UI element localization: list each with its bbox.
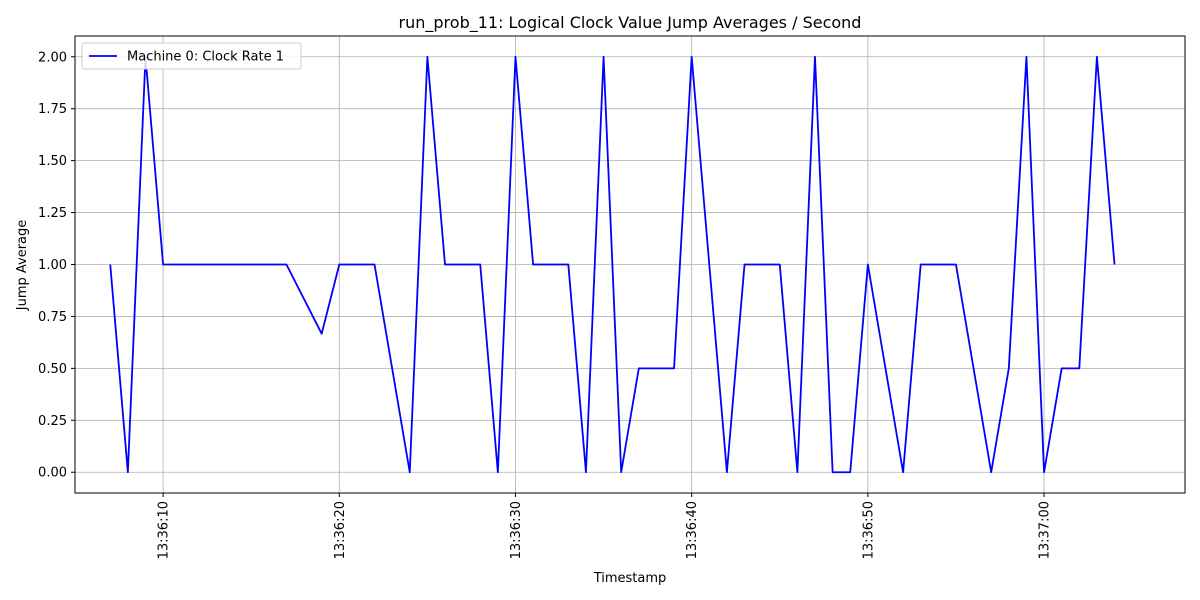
data-point: [603, 56, 605, 58]
legend-box: [81, 42, 302, 70]
data-point: [902, 471, 904, 473]
data-point: [726, 471, 728, 473]
y-tick-label: 0.50: [38, 362, 67, 377]
data-point: [215, 264, 217, 266]
data-point: [233, 264, 235, 266]
data-point: [268, 264, 270, 266]
data-point: [426, 56, 428, 58]
legend: Machine 0: Clock Rate 1: [81, 42, 302, 70]
x-tick-label: 13:37:00: [1038, 501, 1053, 559]
data-point: [585, 471, 587, 473]
legend-label: Machine 0: Clock Rate 1: [127, 50, 284, 65]
data-point: [796, 471, 798, 473]
data-point: [197, 264, 199, 266]
data-point: [567, 264, 569, 266]
data-point: [479, 264, 481, 266]
data-point: [620, 471, 622, 473]
data-point: [109, 264, 111, 266]
data-point: [638, 367, 640, 369]
data-point: [497, 471, 499, 473]
data-point: [990, 471, 992, 473]
x-tick-label: 13:36:40: [685, 501, 700, 559]
data-point: [673, 367, 675, 369]
data-point: [867, 264, 869, 266]
series-line-0: [109, 55, 1116, 474]
data-point: [744, 264, 746, 266]
data-point: [127, 471, 129, 473]
data-point: [250, 264, 252, 266]
data-point: [955, 264, 957, 266]
x-axis-label: Timestamp: [593, 571, 667, 586]
data-point: [162, 264, 164, 266]
x-tick-label: 13:36:20: [333, 501, 348, 559]
data-point: [285, 264, 287, 266]
data-point: [1096, 56, 1098, 58]
data-point: [814, 56, 816, 58]
y-axis-label: Jump Average: [15, 220, 30, 312]
data-point: [937, 264, 939, 266]
y-tick-label: 0.00: [38, 466, 67, 481]
data-point: [374, 264, 376, 266]
data-point: [356, 264, 358, 266]
y-tick-label: 1.50: [38, 154, 67, 169]
data-point: [691, 56, 693, 58]
data-point: [532, 264, 534, 266]
data-point: [920, 264, 922, 266]
data-point: [1008, 367, 1010, 369]
y-tick-label: 2.00: [38, 50, 67, 65]
y-axis: 0.00 0.25 0.50 0.75 1.00 1.25 1.50 1.75 2.00: [38, 50, 75, 481]
data-point: [832, 471, 834, 473]
data-point: [180, 264, 182, 266]
y-tick-label: 0.25: [38, 414, 67, 429]
data-point: [761, 264, 763, 266]
data-point: [514, 56, 516, 58]
y-tick-label: 1.75: [38, 102, 67, 117]
series-layer: [109, 55, 1116, 474]
data-point: [462, 264, 464, 266]
y-tick-label: 1.25: [38, 206, 67, 221]
data-point: [1078, 367, 1080, 369]
chart-title: run_prob_11: Logical Clock Value Jump Av…: [399, 13, 862, 33]
data-point: [655, 367, 657, 369]
data-point: [1061, 367, 1063, 369]
x-tick-label: 13:36:30: [509, 501, 524, 559]
x-tick-label: 13:36:50: [861, 501, 876, 559]
y-tick-label: 0.75: [38, 310, 67, 325]
data-point: [338, 264, 340, 266]
data-point: [779, 264, 781, 266]
x-tick-label: 13:36:10: [157, 501, 172, 559]
data-point: [321, 333, 323, 335]
data-point: [550, 264, 552, 266]
data-point: [849, 471, 851, 473]
y-tick-label: 1.00: [38, 258, 67, 273]
data-point: [1043, 471, 1045, 473]
x-axis: 13:36:10 13:36:20 13:36:30 13:36:40 13:36:50…: [157, 493, 1053, 559]
data-point: [444, 264, 446, 266]
data-point: [409, 471, 411, 473]
data-point: [1114, 264, 1116, 266]
data-point: [1025, 56, 1027, 58]
